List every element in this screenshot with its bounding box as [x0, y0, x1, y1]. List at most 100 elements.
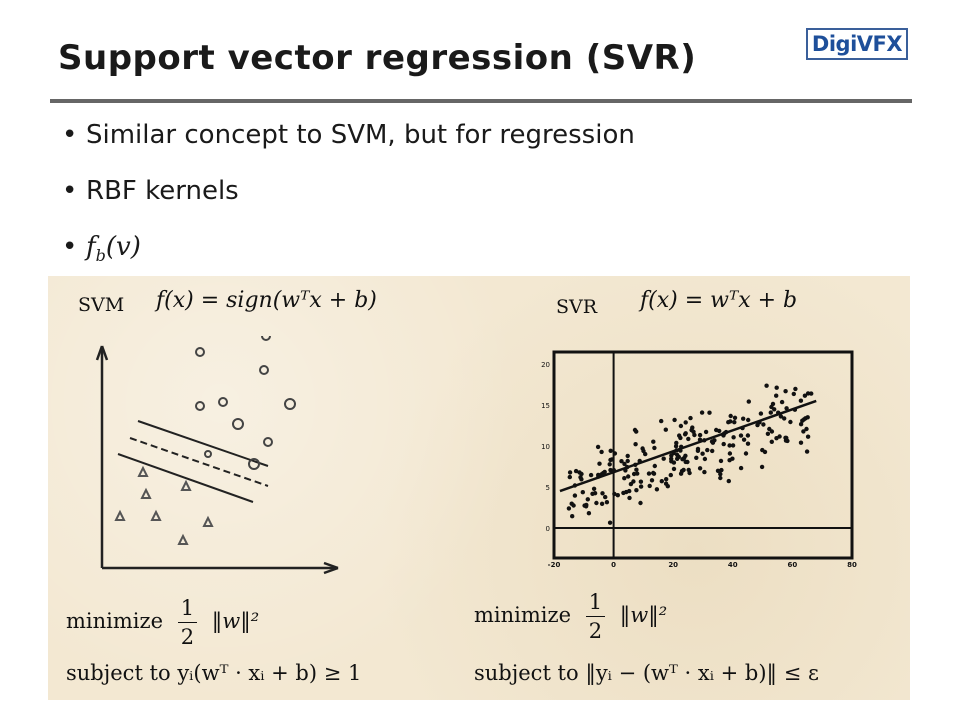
data-point: [702, 469, 707, 475]
data-point: [671, 466, 677, 472]
norm-text: ‖w‖²: [619, 603, 668, 627]
data-point: [678, 448, 683, 453]
data-point: [738, 465, 744, 471]
data-point: [746, 399, 751, 404]
data-point: [659, 418, 664, 424]
data-point: [702, 456, 708, 462]
data-point: [697, 432, 703, 438]
data-point: [671, 450, 676, 456]
data-point: [805, 415, 810, 420]
data-point: [683, 420, 688, 425]
fraction-denominator: 2: [180, 625, 195, 649]
data-point: [678, 423, 684, 429]
data-point: [596, 472, 601, 478]
data-point: [634, 467, 639, 472]
data-point: [784, 435, 789, 441]
plot-frame: [552, 350, 854, 560]
svm-point: [204, 450, 212, 458]
data-point: [712, 438, 717, 443]
data-point: [809, 391, 814, 396]
data-point: [671, 460, 677, 465]
data-point: [585, 497, 590, 502]
data-point: [637, 458, 642, 464]
data-point: [651, 471, 657, 476]
data-point: [717, 428, 722, 434]
data-point: [628, 481, 634, 487]
data-point: [761, 422, 766, 427]
data-point: [625, 453, 630, 459]
data-point: [638, 479, 644, 484]
data-point: [710, 448, 715, 454]
data-point: [635, 471, 640, 476]
data-point: [731, 435, 736, 440]
data-point: [640, 446, 645, 451]
data-point: [741, 437, 747, 442]
data-point: [727, 443, 732, 448]
bullet-text: RBF kernels: [86, 176, 239, 206]
data-point: [664, 477, 669, 482]
data-point: [776, 410, 781, 415]
data-point: [688, 415, 693, 421]
svm-point: [259, 365, 269, 375]
data-point: [621, 490, 626, 496]
data-point: [783, 389, 788, 394]
data-point: [622, 476, 627, 481]
x-tick-label: -20: [548, 561, 561, 569]
data-point: [774, 385, 779, 390]
formula-f: f: [86, 232, 96, 262]
data-point: [652, 463, 657, 469]
y-tick-label: 10: [541, 443, 550, 451]
data-point: [700, 451, 705, 456]
data-point: [746, 417, 751, 423]
data-point: [579, 477, 584, 482]
data-point: [663, 481, 669, 486]
data-point: [674, 440, 679, 446]
data-point: [707, 410, 712, 415]
data-point: [741, 416, 746, 421]
data-point: [697, 466, 703, 471]
data-point: [647, 483, 652, 489]
data-point: [726, 478, 731, 484]
svm-point: [261, 336, 271, 341]
formula-subscript: b: [95, 246, 106, 266]
data-point: [615, 493, 620, 498]
data-point: [569, 501, 574, 506]
data-point: [663, 427, 668, 432]
data-point: [652, 445, 657, 451]
data-point: [687, 470, 692, 476]
data-point: [651, 439, 656, 444]
data-point: [772, 407, 777, 412]
svm-point: [180, 479, 192, 491]
data-point: [755, 422, 760, 428]
x-tick-label: 80: [847, 561, 857, 569]
data-point: [768, 410, 773, 415]
svm-point: [177, 533, 189, 545]
data-point: [604, 500, 610, 505]
data-point: [577, 470, 582, 475]
svr-constraint: subject to ‖yᵢ − (wᵀ · xᵢ + b)‖ ≤ ε: [474, 661, 819, 685]
data-point: [685, 459, 690, 465]
data-point: [607, 462, 612, 467]
svm-label: SVM: [78, 294, 125, 316]
data-point: [594, 500, 599, 506]
data-point: [694, 455, 699, 460]
data-point: [760, 447, 765, 453]
y-tick-label: 20: [541, 361, 550, 369]
data-point: [730, 443, 736, 448]
svm-point: [150, 509, 162, 521]
data-point: [661, 456, 666, 461]
data-point: [784, 406, 789, 411]
data-point: [764, 383, 769, 388]
data-point: [566, 506, 572, 511]
data-point: [723, 429, 729, 435]
data-point: [622, 461, 627, 467]
data-point: [607, 520, 613, 525]
svr-scatter-plot: 20 15 10 5 0 -20 0 20 40 60 80: [541, 350, 857, 569]
data-point: [683, 453, 688, 458]
fraction-numerator: 1: [177, 594, 198, 623]
data-point: [654, 487, 660, 492]
data-point: [572, 483, 578, 488]
data-point: [674, 448, 679, 453]
data-point: [791, 391, 796, 397]
